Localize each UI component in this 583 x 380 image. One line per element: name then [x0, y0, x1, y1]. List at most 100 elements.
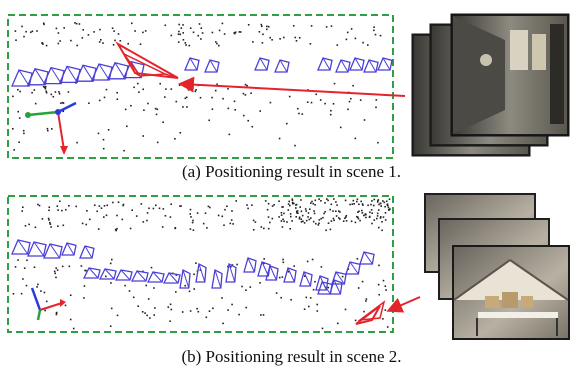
cloud-point: [363, 214, 365, 217]
camera-frustum: [359, 251, 375, 265]
cloud-point: [194, 90, 197, 93]
cloud-point: [144, 30, 147, 32]
cloud-point: [376, 217, 378, 220]
cloud-point: [149, 317, 151, 319]
cloud-point: [196, 212, 199, 214]
cloud-point: [114, 228, 117, 231]
camera-frustum-edge: [66, 242, 75, 256]
camera-frustum: [225, 263, 237, 283]
cloud-point: [105, 275, 107, 278]
cloud-point: [354, 137, 357, 140]
cloud-point: [260, 23, 263, 26]
camera-frustum: [82, 267, 101, 279]
cloud-point: [327, 199, 329, 202]
cloud-point: [322, 216, 324, 219]
cloud-point: [55, 27, 58, 30]
cloud-point: [291, 201, 294, 204]
cloud-point: [384, 219, 387, 221]
cloud-point: [307, 212, 310, 214]
cloud-point: [178, 23, 180, 26]
cloud-point: [308, 218, 311, 221]
cloud-point: [179, 33, 182, 36]
cloud-point: [294, 144, 296, 147]
cloud-point: [12, 95, 14, 98]
cloud-point: [373, 26, 375, 28]
result-pose: [355, 300, 386, 325]
cloud-point: [330, 109, 332, 112]
cloud-point: [341, 275, 344, 278]
cloud-point: [280, 214, 283, 216]
camera-frustum: [363, 59, 379, 73]
cloud-point: [44, 86, 47, 88]
cloud-point: [175, 100, 178, 103]
cloud-point: [271, 205, 274, 207]
cloud-point: [75, 22, 78, 25]
camera-frustum-edge: [49, 243, 61, 259]
cloud-point: [109, 325, 112, 327]
cloud-point: [339, 211, 341, 213]
cloud-point: [303, 308, 306, 310]
cloud-point: [261, 42, 264, 44]
cloud-point: [226, 205, 228, 208]
cloud-point: [289, 213, 292, 215]
camera-frustum: [91, 63, 113, 81]
result-arrow: [178, 76, 406, 97]
camera-frustum: [254, 57, 270, 71]
cloud-point: [102, 147, 105, 150]
cloud-point: [309, 43, 312, 45]
camera-frustum: [43, 66, 65, 85]
cloud-point: [309, 297, 312, 299]
cloud-point: [102, 138, 105, 141]
cloud-point: [332, 210, 334, 212]
cloud-point: [259, 110, 261, 112]
camera-frustum: [146, 271, 165, 283]
cloud-point: [87, 34, 90, 36]
cloud-point: [339, 218, 341, 220]
cloud-point: [55, 312, 58, 314]
cloud-point: [59, 40, 61, 42]
cloud-point: [324, 102, 326, 105]
camera-frustum: [11, 239, 31, 255]
cloud-point: [47, 217, 50, 220]
cloud-point: [298, 217, 301, 220]
camera-frustum-edge: [321, 281, 331, 295]
cloud-point: [300, 218, 303, 221]
cloud-point: [302, 220, 304, 223]
cloud-point: [314, 280, 316, 283]
cloud-point: [294, 36, 297, 39]
cloud-point: [22, 129, 25, 132]
cloud-point: [21, 210, 23, 212]
cloud-point: [380, 216, 382, 218]
cloud-point: [377, 199, 380, 201]
cloud-point: [142, 88, 144, 91]
cloud-point: [197, 34, 199, 37]
cloud-point: [200, 38, 202, 40]
cloud-point: [55, 276, 57, 279]
cloud-point: [34, 226, 37, 229]
cloud-point: [231, 303, 233, 306]
cloud-point: [199, 269, 202, 271]
cloud-point: [330, 203, 333, 206]
cloud-point: [44, 86, 46, 89]
cloud-point: [365, 300, 367, 302]
cloud-point: [278, 200, 280, 202]
cloud-point: [320, 200, 322, 202]
cloud-point: [358, 203, 360, 206]
cloud-point: [310, 202, 312, 204]
cloud-point: [100, 39, 102, 41]
cloud-point: [154, 107, 157, 110]
cloud-point: [245, 289, 247, 291]
cloud-point: [315, 222, 317, 225]
cloud-point: [229, 222, 232, 225]
cloud-point: [352, 199, 355, 202]
cloud-point: [357, 217, 360, 220]
cloud-point: [216, 42, 218, 45]
cloud-point: [76, 44, 78, 47]
cloud-point: [23, 35, 25, 38]
cloud-point: [41, 42, 43, 44]
cloud-point: [350, 97, 352, 100]
cloud-point: [181, 311, 184, 313]
cloud-point: [287, 203, 290, 205]
cloud-point: [116, 314, 119, 317]
cloud-point: [130, 104, 132, 107]
